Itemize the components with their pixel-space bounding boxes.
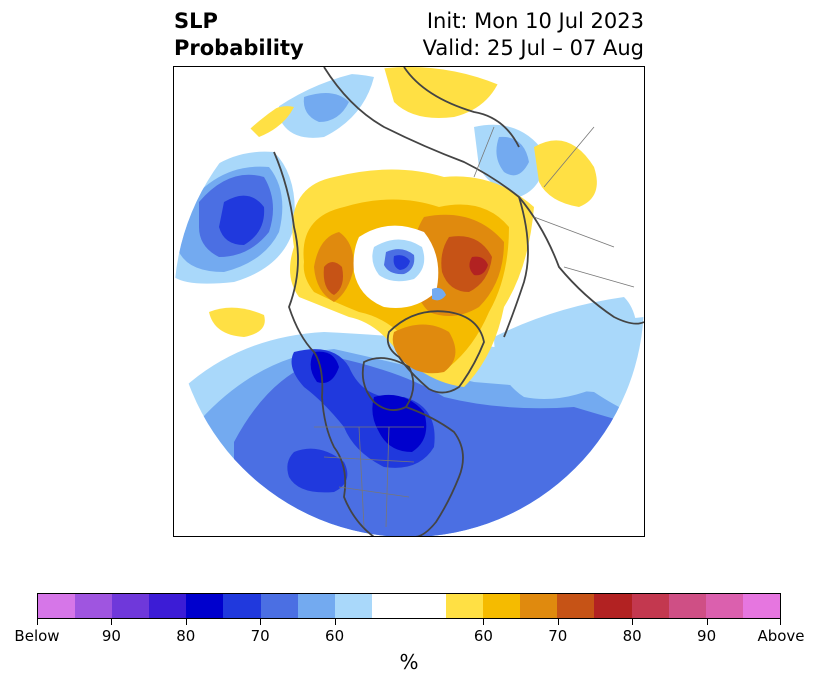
probability-map — [173, 66, 645, 537]
colorbar-tick-mark — [632, 619, 634, 625]
political-borders — [314, 126, 635, 528]
scandinavia-coastline — [503, 196, 529, 338]
border-line — [473, 126, 495, 178]
positive-anomaly-region-pacific — [209, 307, 265, 337]
title-valid-range: Valid: 25 Jul – 07 Aug — [422, 36, 644, 60]
colorbar-tick-label: 80 — [622, 627, 642, 645]
colorbar-unit-label: % — [399, 650, 419, 674]
east-coast-coastline — [405, 406, 464, 536]
colorbar-segment — [186, 594, 224, 618]
colorbar-segment — [631, 594, 669, 618]
colorbar-tick-label: Above — [757, 627, 805, 645]
colorbar-segment — [371, 594, 447, 618]
positive-anomaly-region-asia — [534, 140, 597, 207]
negative-anomaly-region-pacific — [219, 195, 265, 245]
greenland-coastline — [386, 310, 485, 394]
north-america-coastline — [273, 151, 375, 536]
border-line — [533, 216, 615, 248]
border-line — [338, 486, 410, 498]
border-line — [543, 126, 595, 188]
border-line — [323, 456, 415, 463]
positive-anomaly-region-pacific — [249, 106, 294, 137]
map-title-left: SLP Probability — [174, 8, 304, 62]
colorbar-tick-label: Below — [14, 627, 60, 645]
colorbar-tick-mark — [185, 619, 187, 625]
colorbar-segment — [112, 594, 150, 618]
polar-map-svg — [174, 67, 644, 536]
map-disc — [174, 67, 644, 536]
title-variable: SLP — [174, 9, 218, 33]
colorbar-segment — [223, 594, 261, 618]
border-line — [563, 266, 635, 288]
colorbar-tick-mark — [334, 619, 336, 625]
title-init-date: Init: Mon 10 Jul 2023 — [426, 9, 644, 33]
colorbar-segment — [705, 594, 743, 618]
negative-anomaly-region-atlantic — [494, 297, 638, 399]
colorbar-tick-mark — [483, 619, 485, 625]
colorbar-tick-mark — [260, 619, 262, 625]
colorbar-tick-label: 80 — [176, 627, 196, 645]
colorbar-segment — [483, 594, 521, 618]
colorbar-tick-label: 60 — [473, 627, 493, 645]
colorbar-segment — [668, 594, 706, 618]
colorbar-segment — [334, 594, 372, 618]
title-product: Probability — [174, 36, 304, 60]
positive-anomaly-region-core — [441, 236, 492, 292]
colorbar-segment — [38, 594, 76, 618]
coastline-outlines — [273, 67, 644, 536]
colorbar-segment — [742, 594, 780, 618]
positive-anomaly-region-arctic — [392, 324, 456, 374]
positive-anomaly-region-max — [469, 256, 488, 276]
colorbar-segment — [520, 594, 558, 618]
negative-anomaly-region-pole — [432, 287, 446, 301]
colorbar-tick-label: 60 — [325, 627, 345, 645]
colorbar-segment — [446, 594, 484, 618]
colorbar-segment — [594, 594, 632, 618]
border-line — [385, 426, 390, 528]
probability-colorbar — [37, 593, 781, 619]
colorbar-segment — [75, 594, 113, 618]
negative-anomaly-region-pole — [393, 255, 410, 270]
positive-anomaly-region-core — [323, 262, 343, 295]
negative-anomaly-region-asia — [303, 93, 349, 122]
colorbar-tick-label: 70 — [250, 627, 270, 645]
colorbar-tick-mark — [557, 619, 559, 625]
colorbar-tick-label: 90 — [101, 627, 121, 645]
colorbar-segment — [297, 594, 335, 618]
colorbar-tick-label: 70 — [548, 627, 568, 645]
colorbar-tick-mark — [37, 619, 38, 625]
colorbar-segment — [557, 594, 595, 618]
colorbar-tick-label: 90 — [697, 627, 717, 645]
colorbar-segment — [260, 594, 298, 618]
negative-anomaly-region-core — [287, 448, 348, 493]
negative-anomaly-region-europe — [496, 136, 529, 176]
colorbar-segment — [149, 594, 187, 618]
map-title-right: Init: Mon 10 Jul 2023 Valid: 25 Jul – 07… — [423, 8, 644, 62]
colorbar-tick-mark — [706, 619, 708, 625]
siberia-coastline — [403, 67, 520, 148]
border-line — [358, 426, 365, 528]
eurasia-coastline — [323, 67, 644, 325]
colorbar-tick-mark — [111, 619, 113, 625]
colorbar-tick-mark — [780, 619, 781, 625]
